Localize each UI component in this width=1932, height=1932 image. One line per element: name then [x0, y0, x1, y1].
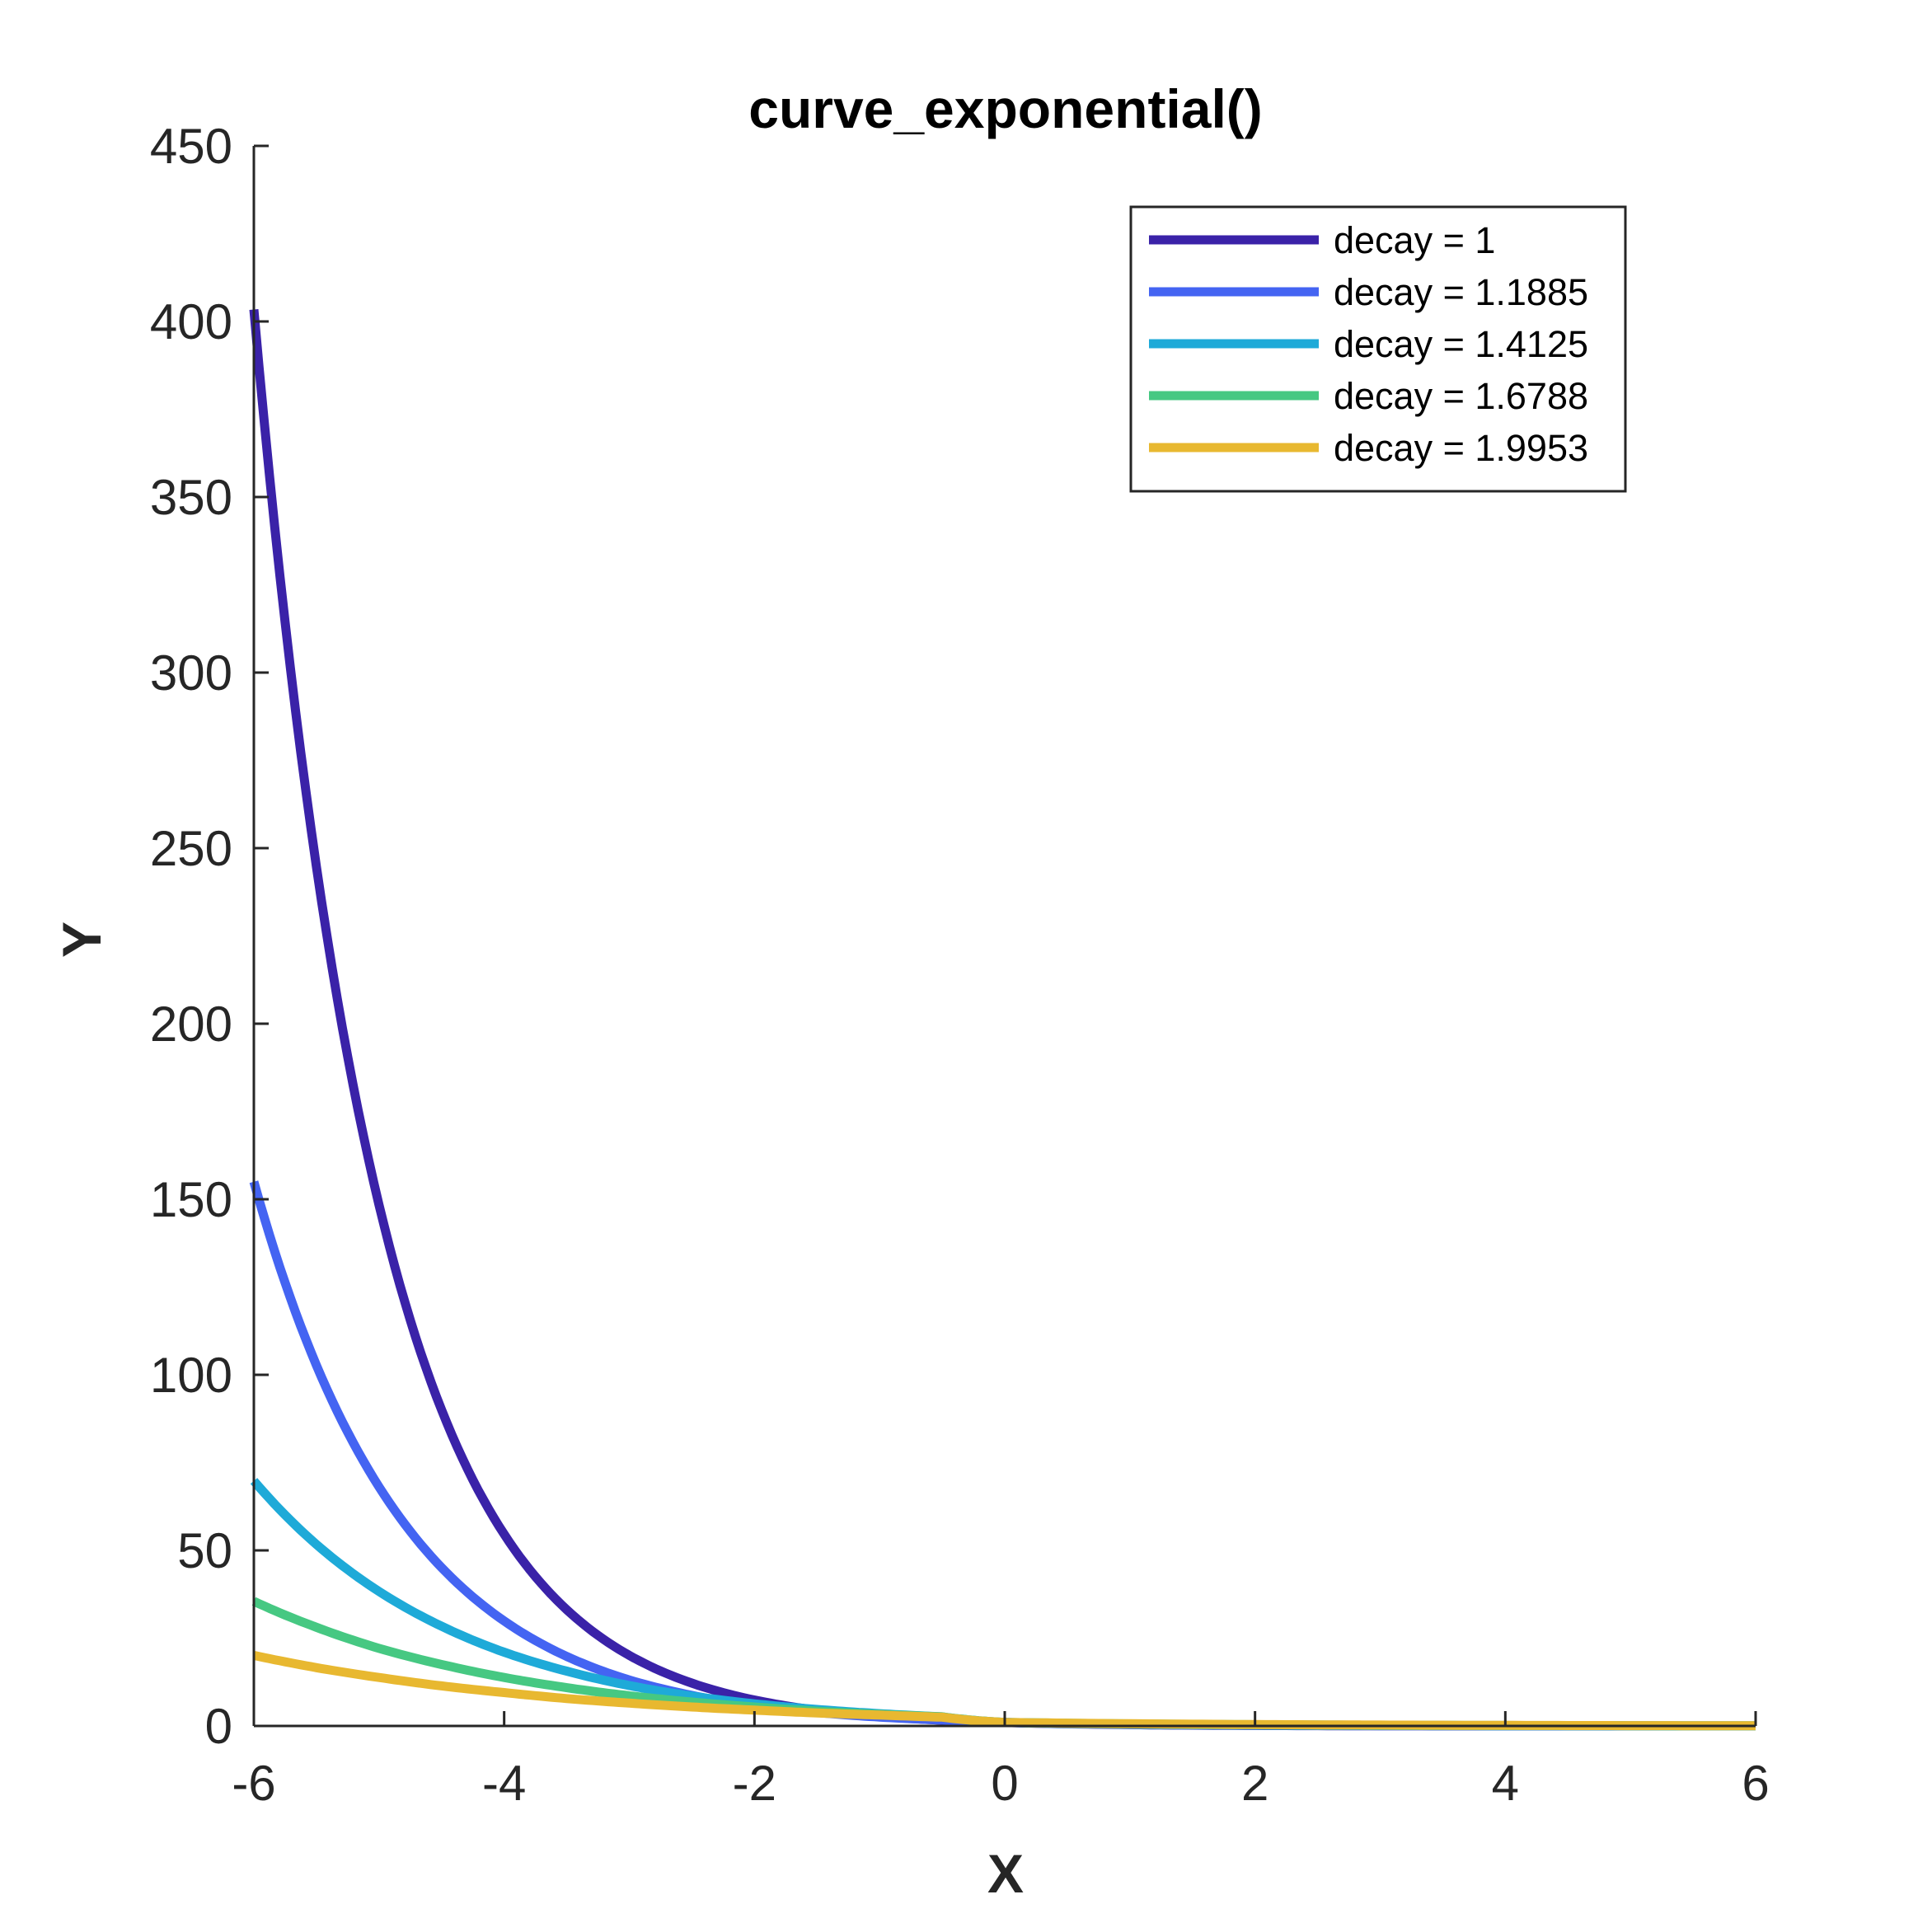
ticks-layer: -6 -4 -2 0 2 4 6 0 50 100 150 200 250 300 350 400 450	[150, 119, 1770, 1811]
y-tick-label: 400	[150, 294, 232, 349]
x-tick-label: 6	[1742, 1756, 1769, 1811]
x-axis-title: X	[987, 1843, 1024, 1904]
y-tick-label: 450	[150, 119, 232, 174]
y-tick-label: 50	[177, 1523, 232, 1578]
y-tick-label: 100	[150, 1348, 232, 1403]
legend-label-2: decay = 1.1885	[1334, 271, 1588, 313]
x-tick-label: 0	[991, 1756, 1018, 1811]
x-tick-label: 2	[1241, 1756, 1268, 1811]
legend: decay = 1 decay = 1.1885 decay = 1.4125 dec…	[1129, 205, 1627, 493]
legend-label-4: decay = 1.6788	[1334, 375, 1588, 417]
x-tick-label: -2	[733, 1756, 776, 1811]
x-tick-label: 4	[1492, 1756, 1519, 1811]
y-tick-label: 150	[150, 1172, 232, 1227]
y-tick-label: 350	[150, 470, 232, 525]
y-tick-label: 0	[205, 1699, 232, 1754]
y-axis-title: Y	[51, 921, 112, 958]
legend-label-3: decay = 1.4125	[1334, 323, 1588, 365]
legend-label-1: decay = 1	[1334, 219, 1495, 261]
x-tick-label: -4	[482, 1756, 526, 1811]
y-tick-label: 250	[150, 821, 232, 876]
y-tick-label: 200	[150, 996, 232, 1052]
x-tick-label: -6	[232, 1756, 275, 1811]
chart-title: curve_exponential()	[748, 78, 1263, 139]
y-tick-label: 300	[150, 645, 232, 701]
legend-label-5: decay = 1.9953	[1334, 427, 1588, 469]
